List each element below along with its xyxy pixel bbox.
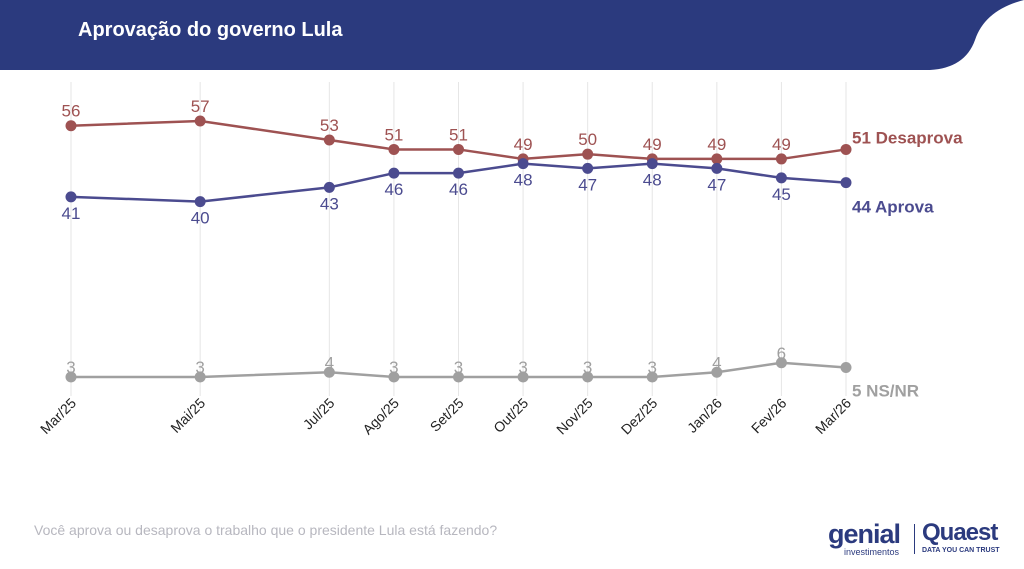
desaprova-point: [194, 115, 206, 127]
aprova-point: [65, 191, 77, 203]
quaest-logo: Quaest DATA YOU CAN TRUST: [918, 519, 1022, 559]
logo-divider: [914, 524, 915, 554]
aprova-point: [840, 177, 852, 189]
x-tick-label: Dez/25: [618, 395, 661, 438]
nsnr-data-label: 3: [648, 358, 657, 377]
aprova-end-label: 44 Aprova: [852, 198, 934, 217]
aprova-data-label: 48: [514, 171, 533, 190]
aprova-data-label: 47: [578, 175, 597, 194]
x-tick-label: Jan/26: [684, 395, 725, 436]
desaprova-point: [388, 143, 400, 155]
desaprova-data-label: 49: [707, 135, 726, 154]
aprova-point: [323, 181, 335, 193]
aprova-point: [453, 167, 464, 179]
aprova-point: [582, 162, 594, 174]
aprova-data-label: 45: [772, 185, 791, 204]
line-chart: Mar/25 Mai/25 Jul/25 Ago/25 Set/25 Out/25 Nov/…: [37, 82, 963, 438]
aprova-data-label: 48: [643, 171, 662, 190]
nsnr-data-label: 4: [712, 353, 721, 372]
nsnr-point: [453, 371, 464, 383]
x-tick-label: Mar/25: [37, 395, 79, 437]
desaprova-data-label: 50: [578, 130, 597, 149]
aprova-point: [194, 196, 206, 208]
aprova-data-label: 40: [191, 209, 210, 228]
header-banner: Aprovação do governo Lula: [0, 0, 1024, 70]
aprova-data-label: 47: [707, 175, 726, 194]
nsnr-data-label: 3: [518, 358, 527, 377]
desaprova-point: [323, 134, 335, 146]
nsnr-end-label: 5 NS/NR: [852, 382, 919, 401]
nsnr-data-label: 3: [195, 358, 204, 377]
aprova-point: [388, 167, 400, 179]
aprova-data-label: 43: [320, 194, 339, 213]
aprova-data-label: 46: [384, 180, 403, 199]
x-tick-label: Jul/25: [300, 395, 338, 433]
aprova-point: [775, 172, 787, 184]
desaprova-data-label: 51: [384, 125, 403, 144]
nsnr-data-label: 6: [777, 344, 786, 363]
nsnr-point: [517, 371, 529, 383]
x-tick-label: Out/25: [490, 395, 531, 436]
nsnr-point: [646, 371, 658, 383]
aprova-point: [646, 158, 658, 170]
quaest-logo-word: Quaest: [922, 519, 998, 546]
genial-logo-word: genial: [828, 519, 901, 549]
nsnr-point: [711, 366, 723, 378]
desaprova-data-label: 49: [643, 135, 662, 154]
desaprova-end-label: 51 Desaprova: [852, 128, 963, 147]
header-background: [0, 0, 1024, 70]
survey-question: Você aprova ou desaprova o trabalho que …: [34, 522, 498, 538]
desaprova-point: [65, 120, 77, 132]
desaprova-point: [582, 148, 594, 160]
x-tick-label: Set/25: [427, 395, 467, 435]
desaprova-point: [711, 153, 723, 165]
nsnr-data-label: 3: [583, 358, 592, 377]
aprova-point: [517, 158, 529, 170]
desaprova-data-label: 57: [191, 97, 210, 116]
aprova-point: [711, 162, 723, 174]
x-tick-label: Mai/25: [167, 395, 208, 436]
x-tick-label: Ago/25: [359, 395, 402, 438]
genial-logo: genial investimentos: [826, 519, 912, 559]
desaprova-point: [840, 143, 852, 155]
desaprova-data-label: 49: [514, 135, 533, 154]
nsnr-point: [65, 371, 77, 383]
page-title: Aprovação do governo Lula: [78, 19, 343, 41]
desaprova-data-label: 51: [449, 125, 468, 144]
desaprova-point: [775, 153, 787, 165]
nsnr-point: [194, 371, 206, 383]
nsnr-data-label: 3: [66, 358, 75, 377]
x-tick-label: Fev/26: [748, 395, 790, 437]
nsnr-data-label: 3: [454, 358, 463, 377]
desaprova-data-label: 53: [320, 116, 339, 135]
nsnr-point: [840, 362, 852, 374]
desaprova-data-label: 49: [772, 135, 791, 154]
nsnr-point: [582, 371, 594, 383]
quaest-logo-sub: DATA YOU CAN TRUST: [922, 547, 1000, 554]
genial-logo-sub: investimentos: [844, 547, 900, 557]
nsnr-point: [323, 366, 335, 378]
nsnr-point: [388, 371, 400, 383]
x-tick-label: Nov/25: [553, 395, 596, 438]
nsnr-point: [775, 357, 787, 369]
desaprova-point: [453, 143, 464, 155]
desaprova-data-label: 56: [62, 102, 81, 121]
nsnr-data-label: 3: [389, 358, 398, 377]
x-tick-label: Mar/26: [812, 395, 854, 437]
nsnr-data-label: 4: [325, 353, 334, 372]
aprova-data-label: 41: [62, 204, 81, 223]
aprova-data-label: 46: [449, 180, 468, 199]
